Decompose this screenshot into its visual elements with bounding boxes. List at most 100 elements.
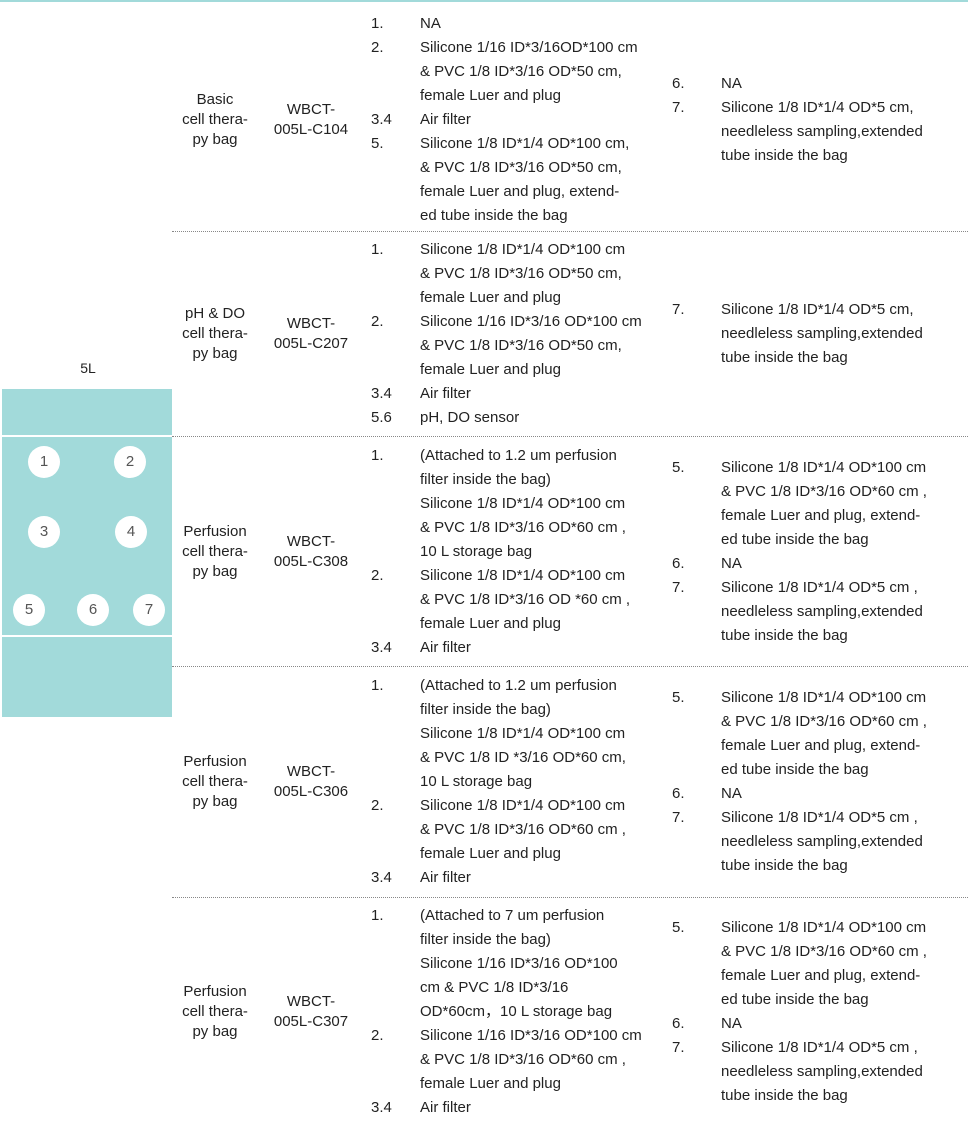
spec-line: filter inside the bag) <box>420 931 551 948</box>
product-rows: Basic cell thera-py bag WBCT- 005L-C104 1. NA… <box>172 8 968 1126</box>
spec-line: female Luer and plug, extend- <box>420 182 620 200</box>
spec-number: 7. <box>672 578 685 596</box>
spec-text: Silicone 1/8 ID*1/4 OD*100 cm & PVC 1/8 I… <box>420 238 625 310</box>
spec-number: 5. <box>672 919 685 936</box>
spec-item: 1. Silicone 1/8 ID*1/4 OD*100 cm & PVC 1/8… <box>371 238 671 310</box>
spec-number: 6. <box>672 1015 685 1032</box>
product-code-line: 005L-C308 <box>273 552 349 570</box>
spec-line: NA <box>721 74 742 92</box>
product-name-line: cell thera- <box>182 110 248 128</box>
spec-item: 2. Silicone 1/8 ID*1/4 OD*100 cm & PVC 1/8… <box>371 564 671 636</box>
product-name-line: py bag <box>192 130 238 148</box>
spec-number: 5.6 <box>371 409 392 426</box>
product-name-line: cell thera- <box>182 325 248 342</box>
spec-item: 7. Silicone 1/8 ID*1/4 OD*5 cm, needleless… <box>672 96 968 168</box>
product-name-line: cell thera- <box>182 542 248 560</box>
spec-text: NA <box>420 12 441 36</box>
spec-number: 1. <box>371 446 384 464</box>
spec-item: 6. NA <box>672 72 968 96</box>
spec-item: 5. Silicone 1/8 ID*1/4 OD*100 cm & PVC 1/8… <box>672 456 968 552</box>
spec-list: 5. Silicone 1/8 ID*1/4 OD*100 cm & PVC 1/8… <box>672 667 968 897</box>
spec-item: 3.4 Air filter <box>371 382 671 406</box>
table-row: Perfusion cell thera-py bag WBCT- 005L-C307… <box>172 898 968 1126</box>
spec-line: female Luer and plug <box>420 1075 561 1092</box>
product-code-line: 005L-C207 <box>273 335 349 352</box>
volume-label: 5L <box>80 360 96 376</box>
spec-text: Silicone 1/16 ID*3/16 OD*100 cm & PVC 1/8… <box>420 310 642 382</box>
spec-line: & PVC 1/8 ID*3/16 OD*60 cm , <box>721 482 927 500</box>
spec-line: ed tube inside the bag <box>721 991 869 1008</box>
spec-text: Silicone 1/8 ID*1/4 OD*5 cm , needleless … <box>721 1036 923 1108</box>
spec-number: 1. <box>371 14 384 32</box>
product-code-line: WBCT- <box>286 315 336 332</box>
spec-line: Silicone 1/8 ID*1/4 OD*100 cm <box>420 241 626 258</box>
spec-line: Silicone 1/8 ID*1/4 OD*5 cm , <box>721 809 918 826</box>
spec-text: (Attached to 7 um perfusion filter inside… <box>420 904 618 1024</box>
spec-number: 3.4 <box>371 385 392 402</box>
spec-list: 1. Silicone 1/8 ID*1/4 OD*100 cm & PVC 1/8… <box>371 232 671 436</box>
spec-text: Air filter <box>420 108 471 132</box>
spec-list: 1. (Attached to 7 um perfusion filter insi… <box>371 898 671 1126</box>
diagram-divider <box>2 435 172 437</box>
spec-number: 2. <box>371 38 384 56</box>
spec-line: NA <box>721 1015 742 1032</box>
spec-line: & PVC 1/8 ID*3/16 OD*50 cm, <box>420 265 622 282</box>
product-name: Basic cell thera-py bag <box>172 8 258 231</box>
spec-text: Silicone 1/16 ID*3/16OD*100 cm & PVC 1/8 … <box>420 36 638 108</box>
spec-line: female Luer and plug <box>420 86 561 104</box>
bag-port-diagram: 1 2 3 4 5 6 7 <box>2 389 172 717</box>
spec-line: Silicone 1/8 ID*1/4 OD*100 cm <box>420 797 626 814</box>
port-circle: 4 <box>115 516 147 548</box>
product-code-line: 005L-C307 <box>273 1013 349 1030</box>
spec-line: Silicone 1/8 ID*1/4 OD*5 cm , <box>721 1039 918 1056</box>
spec-text: Air filter <box>420 866 471 890</box>
spec-number: 3.4 <box>371 869 392 886</box>
spec-line: cm & PVC 1/8 ID*3/16 <box>420 979 569 996</box>
product-name: Perfusion cell thera-py bag <box>172 898 258 1126</box>
spec-number: 3.4 <box>371 638 392 656</box>
spec-line: Silicone 1/8 ID*1/4 OD*100 cm <box>420 494 626 512</box>
spec-number: 2. <box>371 313 384 330</box>
spec-text: NA <box>721 782 742 806</box>
spec-line: needleless sampling,extended <box>721 602 923 620</box>
spec-line: Silicone 1/8 ID*1/4 OD*5 cm, <box>721 98 914 116</box>
spec-item: 1. NA <box>371 12 671 36</box>
port-circle: 6 <box>77 594 109 626</box>
spec-line: (Attached to 1.2 um perfusion <box>420 677 617 694</box>
spec-line: & PVC 1/8 ID*3/16 OD*50 cm, <box>420 62 622 80</box>
spec-item: 1. (Attached to 1.2 um perfusion filter in… <box>371 674 671 794</box>
spec-item: 2. Silicone 1/16 ID*3/16 OD*100 cm & PVC 1… <box>371 1024 671 1096</box>
spec-text: Silicone 1/8 ID*1/4 OD*5 cm , needleless … <box>721 806 923 878</box>
spec-line: ed tube inside the bag <box>420 206 568 224</box>
spec-text: Air filter <box>420 636 471 660</box>
spec-line: Air filter <box>420 110 471 128</box>
spec-line: needleless sampling,extended <box>721 325 923 342</box>
table-row: Perfusion cell thera-py bag WBCT- 005L-C308… <box>172 437 968 667</box>
spec-line: Silicone 1/8 ID*1/4 OD*5 cm, <box>721 301 914 318</box>
top-rule <box>0 0 968 2</box>
spec-line: needleless sampling,extended <box>721 833 923 850</box>
product-code: WBCT- 005L-C307 <box>262 898 360 1126</box>
product-name-line: py bag <box>192 345 238 362</box>
spec-line: 10 L storage bag <box>420 773 533 790</box>
product-name-line: Perfusion <box>183 983 247 1000</box>
product-name-line: Perfusion <box>183 753 247 770</box>
table-row: Perfusion cell thera-py bag WBCT- 005L-C306… <box>172 667 968 898</box>
spec-item: 3.4 Air filter <box>371 108 671 132</box>
spec-text: NA <box>721 1012 742 1036</box>
spec-line: female Luer and plug, extend- <box>721 967 921 984</box>
spec-line: OD*60cm，10 L storage bag <box>420 1003 613 1020</box>
spec-text: Silicone 1/8 ID*1/4 OD*5 cm, needleless s… <box>721 96 923 168</box>
product-name: pH & DO cell thera-py bag <box>172 232 258 436</box>
spec-item: 5. Silicone 1/8 ID*1/4 OD*100 cm, & PVC 1/… <box>371 132 671 228</box>
spec-line: pH, DO sensor <box>420 409 520 426</box>
spec-line: Air filter <box>420 1099 471 1116</box>
spec-text: Air filter <box>420 1096 471 1120</box>
spec-line: & PVC 1/8 ID*3/16 OD*60 cm , <box>420 518 626 536</box>
product-name-line: cell thera- <box>182 773 248 790</box>
product-code: WBCT- 005L-C306 <box>262 667 360 897</box>
spec-line: NA <box>420 14 441 32</box>
product-name-line: py bag <box>192 1023 238 1040</box>
spec-number: 3.4 <box>371 110 392 128</box>
spec-line: ed tube inside the bag <box>721 530 869 548</box>
